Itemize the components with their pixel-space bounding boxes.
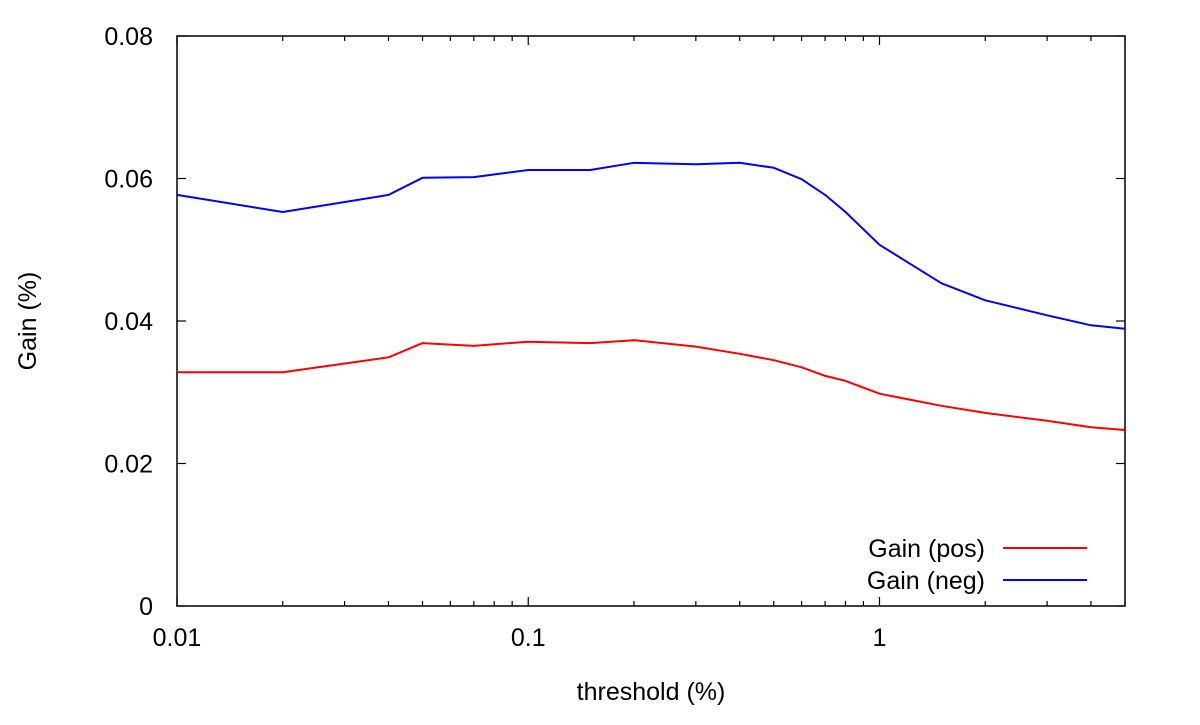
y-tick-label: 0.04: [104, 308, 153, 336]
plot-frame: [176, 35, 1126, 607]
series-line-1: [176, 161, 1126, 330]
x-tick-label: 0.01: [153, 624, 202, 652]
y-tick-label: 0.02: [104, 451, 153, 479]
legend: Gain (pos) Gain (neg): [867, 535, 1087, 595]
x-axis-label: threshold (%): [577, 678, 726, 706]
x-tick-label: 1: [873, 624, 887, 652]
series-lines: [176, 161, 1126, 431]
y-axis-label: Gain (%): [14, 272, 42, 371]
y-tick-label: 0.06: [104, 166, 153, 194]
y-tick-label: 0: [139, 593, 153, 621]
series-line-0: [177, 339, 1126, 431]
x-tick-label: 0.1: [511, 624, 546, 652]
legend-label: Gain (neg): [867, 567, 985, 595]
y-tick-label: 0.08: [104, 23, 153, 51]
axes: 0 0.02 0.04 0.06 0.08 0.01 0.1 1: [104, 23, 1126, 652]
legend-label: Gain (pos): [868, 535, 985, 563]
